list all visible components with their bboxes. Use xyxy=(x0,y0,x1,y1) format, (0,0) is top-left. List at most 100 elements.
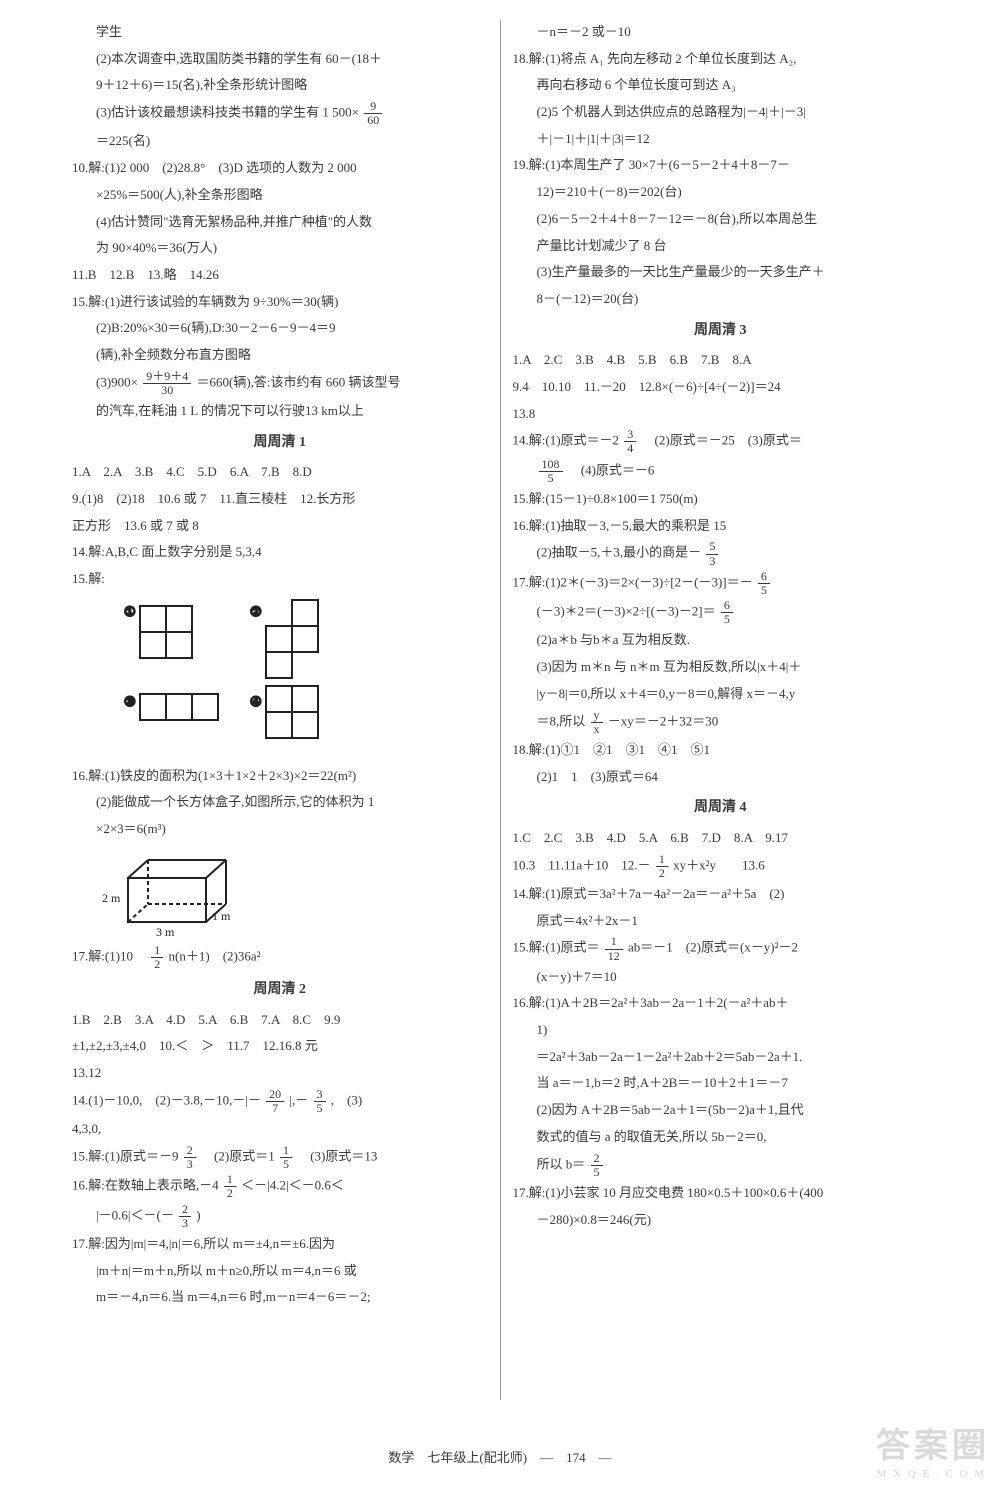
text: (3)估计该校最想读科技类书籍的学生有 1 500× xyxy=(96,105,359,120)
text: n(n＋1) (2)36a² xyxy=(169,948,261,963)
text-line: 17.解:(1)2＊(－3)＝2×(－3)÷[2－(－3)]＝－ 65 xyxy=(513,570,929,597)
text: ＝660(辆),答:该市约有 660 辆该型号 xyxy=(197,374,401,389)
text-line: 18.解:(1)①1 ②1 ③1 ④1 ⑤1 xyxy=(513,738,929,763)
text: ab＝－1 (2)原式＝(x－y)²－2 xyxy=(628,940,798,955)
text-line: 16.解:在数轴上表示略,－4 12 ＜－|4.2|＜－0.6＜ xyxy=(72,1173,488,1200)
text-line: 1.A 2.C 3.B 4.B 5.B 6.B 7.B 8.A xyxy=(513,348,929,373)
text-line: 16.解:(1)A＋2B＝2a²＋3ab－2a－1＋2(－a²＋ab＋ xyxy=(513,991,929,1016)
text: 16.解:在数轴上表示略,－4 xyxy=(72,1178,222,1193)
text-line: |y－8|＝0,所以 x＋4＝0,y－8＝0,解得 x＝－4,y xyxy=(513,682,929,707)
label-4: ④ xyxy=(250,694,262,709)
text-line: 14.(1)－10,0, (2)－3.8,－10,－|－ 207 |,－ 35 … xyxy=(72,1088,488,1115)
text-line: 再向右移动 6 个单位长度可到达 A₃ xyxy=(513,73,929,98)
text-line: 15.解: xyxy=(72,567,488,592)
dim-1m: 1 m xyxy=(212,909,231,923)
text-line: 1085 (4)原式＝－6 xyxy=(513,458,929,485)
text-line: 14.解:(1)原式＝3a²＋7a－4a²－2a＝－a²＋5a (2) xyxy=(513,882,929,907)
text-line: (3)估计该校最想读科技类书籍的学生有 1 500× 960 xyxy=(72,100,488,127)
text-line: ＝2a²＋3ab－2a－1－2a²＋2ab＋2＝5ab－2a＋1. xyxy=(513,1045,929,1070)
text-line: ×2×3＝6(m³) xyxy=(72,817,488,842)
text-line: 10.3 11.11a＋10 12.－ 12 xy＋x²y 13.6 xyxy=(513,853,929,880)
text: (2)原式＝1 xyxy=(201,1149,278,1164)
text-line: (辆),补全频数分布直方图略 xyxy=(72,343,488,368)
fraction: 65 xyxy=(758,570,770,597)
text: 15.解:(1)原式＝－9 xyxy=(72,1149,182,1164)
cuboid-diagram: 2 m 3 m 1 m xyxy=(100,848,488,938)
text-line: 所以 b＝ 25 xyxy=(513,1152,929,1179)
text-line: 18.解:(1)将点 A₁ 先向左移动 2 个单位长度到达 A₂, xyxy=(513,47,929,72)
page-footer: 数学 七年级上(配北师) — 174 — xyxy=(0,1446,1000,1471)
fraction: 65 xyxy=(721,599,733,626)
text: (3)900× xyxy=(96,374,138,389)
text-line: ＝225(名) xyxy=(72,129,488,154)
text-line: |－0.6|＜－(－ 23 ) xyxy=(72,1203,488,1230)
text-line: (4)估计赞同"选育无絮杨品种,并推广种植"的人数 xyxy=(72,210,488,235)
text: ＝8,所以 xyxy=(537,713,589,728)
fraction: 960 xyxy=(364,100,382,127)
text-line: |m＋n|＝m＋n,所以 m＋n≥0,所以 m＝4,n＝6 或 xyxy=(72,1259,488,1284)
text: 15.解:(1)原式＝ xyxy=(513,940,600,955)
text: 17.解:(1)10 xyxy=(72,948,146,963)
fraction: 12 xyxy=(224,1173,236,1200)
fraction: 15 xyxy=(280,1144,292,1171)
fraction: yx xyxy=(591,709,603,736)
text-line: 19.解:(1)本周生产了 30×7＋(6－5－2＋4＋8－7－ xyxy=(513,153,929,178)
text-line: 正方形 13.6 或 7 或 8 xyxy=(72,514,488,539)
page-columns: 学生 (2)本次调查中,选取国防类书籍的学生有 60－(18＋ 9＋12＋6)＝… xyxy=(60,20,940,1400)
left-column: 学生 (2)本次调查中,选取国防类书籍的学生有 60－(18＋ 9＋12＋6)＝… xyxy=(60,20,501,1400)
text-line: ＝8,所以 yx －xy＝－2＋32＝30 xyxy=(513,709,929,736)
fraction: 23 xyxy=(179,1203,191,1230)
text: 所以 b＝ xyxy=(537,1156,586,1171)
text-line: (2)5 个机器人到达供应点的总路程为|－4|＋|－3| xyxy=(513,100,929,125)
text-line: 15.解:(1)进行该试验的车辆数为 9÷30%＝30(辆) xyxy=(72,290,488,315)
fraction: 23 xyxy=(184,1144,196,1171)
text-line: 15.解:(15－1)÷0.8×100＝1 750(m) xyxy=(513,487,929,512)
text-line: 数式的值与 a 的取值无关,所以 5b－2＝0, xyxy=(513,1125,929,1150)
text-line: 17.解:(1)10 12 n(n＋1) (2)36a² xyxy=(72,944,488,971)
text-line: 1.C 2.C 3.B 4.D 5.A 6.B 7.D 8.A 9.17 xyxy=(513,826,929,851)
text-line: (－3)＊2＝(－3)×2÷[(－3)－2]＝ 65 xyxy=(513,599,929,626)
text-line: 8－(－12)＝20(台) xyxy=(513,287,929,312)
text-line: (2)1 1 (3)原式＝64 xyxy=(513,765,929,790)
text-line: 4,3,0, xyxy=(72,1117,488,1142)
text-line: －n＝－2 或－10 xyxy=(513,20,929,45)
text: －xy＝－2＋32＝30 xyxy=(608,713,719,728)
text-line: (2)B:20%×30＝6(辆),D:30－2－6－9－4＝9 xyxy=(72,316,488,341)
text: 14.(1)－10,0, (2)－3.8,－10,－|－ xyxy=(72,1092,261,1107)
text-line: 1.B 2.B 3.A 4.D 5.A 6.B 7.A 8.C 9.9 xyxy=(72,1008,488,1033)
label-1: ① xyxy=(124,604,136,619)
text-line: 9＋12＋6)＝15(名),补全条形统计图略 xyxy=(72,73,488,98)
text-line: m＝－4,n＝6.当 m＝4,n＝6 时,m－n＝4－6＝－2; xyxy=(72,1285,488,1310)
text-line: (2)a＊b 与b＊a 互为相反数. xyxy=(513,628,929,653)
fraction: 1085 xyxy=(539,458,563,485)
label-2: ② xyxy=(250,604,262,619)
text-line: 13.8 xyxy=(513,402,929,427)
text-line: (3)生产量最多的一天比生产量最少的一天多生产＋ xyxy=(513,260,929,285)
text-line: 12)＝210＋(－8)＝202(台) xyxy=(513,180,929,205)
fraction: 25 xyxy=(591,1152,603,1179)
text: 14.解:(1)原式＝－2 xyxy=(513,433,623,448)
text-line: 14.解:A,B,C 面上数字分别是 5,3,4 xyxy=(72,540,488,565)
text-line: (2)6－5－2＋4＋8－7－12＝－8(台),所以本周总生 xyxy=(513,207,929,232)
text: (3)原式＝13 xyxy=(297,1149,377,1164)
text-line: 16.解:(1)抽取－3,－5,最大的乘积是 15 xyxy=(513,514,929,539)
text-line: (2)本次调查中,选取国防类书籍的学生有 60－(18＋ xyxy=(72,47,488,72)
text-line: 14.解:(1)原式＝－2 34 (2)原式＝－25 (3)原式＝ xyxy=(513,428,929,455)
text-line: 9.(1)8 (2)18 10.6 或 7 11.直三棱柱 12.长方形 xyxy=(72,487,488,512)
text: (2)原式＝－25 (3)原式＝ xyxy=(642,433,802,448)
text-line: 16.解:(1)铁皮的面积为(1×3＋1×2＋2×3)×2＝22(m²) xyxy=(72,764,488,789)
text-line: －280)×0.8＝246(元) xyxy=(513,1208,929,1233)
text-line: 原式＝4x²＋2x－1 xyxy=(513,909,929,934)
text-line: (x－y)＋7＝10 xyxy=(513,965,929,990)
text: 17.解:(1)2＊(－3)＝2×(－3)÷[2－(－3)]＝－ xyxy=(513,574,753,589)
fraction: 34 xyxy=(624,428,636,455)
fraction: 35 xyxy=(314,1088,326,1115)
dim-2m: 2 m xyxy=(102,891,121,905)
text-line: (2)能做成一个长方体盒子,如图所示,它的体积为 1 xyxy=(72,790,488,815)
text-line: (3)因为 m＊n 与 n＊m 互为相反数,所以|x＋4|＋ xyxy=(513,655,929,680)
text-line: ×25%＝500(人),补全条形图略 xyxy=(72,183,488,208)
right-column: －n＝－2 或－10 18.解:(1)将点 A₁ 先向左移动 2 个单位长度到达… xyxy=(501,20,941,1400)
fraction: 12 xyxy=(656,853,668,880)
section-title: 周周清 2 xyxy=(72,977,488,1004)
fraction: 12 xyxy=(151,944,163,971)
